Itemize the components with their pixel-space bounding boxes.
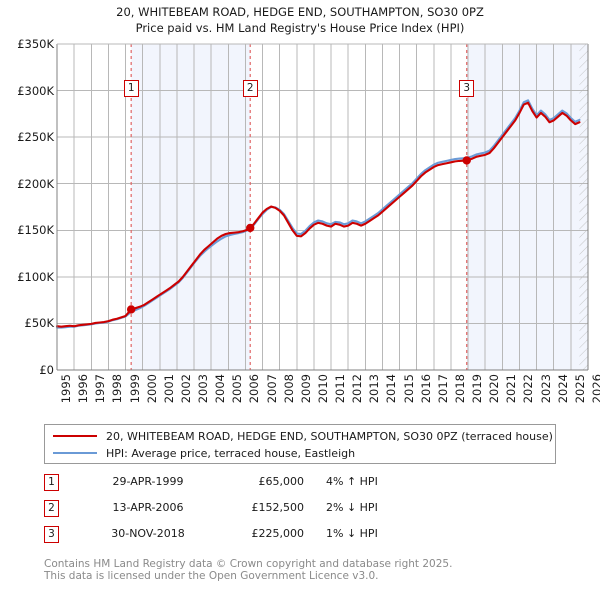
transaction-index-badge: 3 xyxy=(44,526,59,543)
x-tick-label: 2008 xyxy=(281,374,296,404)
title-line-address: 20, WHITEBEAM ROAD, HEDGE END, SOUTHAMPT… xyxy=(116,5,484,19)
legend-label-hpi: HPI: Average price, terraced house, East… xyxy=(106,446,356,460)
legend-label-property: 20, WHITEBEAM ROAD, HEDGE END, SOUTHAMPT… xyxy=(106,429,553,443)
x-tick-label: 2025 xyxy=(572,374,587,404)
x-tick-label: 1995 xyxy=(59,374,73,404)
transaction-hpi-delta: 2% ↓ HPI xyxy=(326,501,378,514)
y-tick-label: £100K xyxy=(17,269,54,284)
transaction-dots xyxy=(126,156,471,314)
event-flag-3[interactable]: 3 xyxy=(459,80,475,97)
y-axis-labels: £0 £50K £100K £150K £200K £250K £300K £350K xyxy=(0,36,55,377)
x-tick-label: 1998 xyxy=(110,374,125,404)
transaction-row[interactable]: 2 13-APR-2006 £152,500 2% ↓ HPI xyxy=(44,498,444,524)
y-tick-label: £200K xyxy=(17,176,54,191)
x-tick-label: 2004 xyxy=(213,374,228,404)
x-tick-label: 2005 xyxy=(230,374,245,404)
x-tick-label: 2020 xyxy=(487,374,502,404)
x-tick-label: 2000 xyxy=(144,374,159,404)
x-tick-label: 2022 xyxy=(521,374,536,404)
x-tick-label: 2003 xyxy=(196,374,211,404)
transaction-date: 29-APR-1999 xyxy=(112,475,184,488)
transaction-price: £225,000 xyxy=(251,527,305,540)
x-tick-label: 2010 xyxy=(315,374,330,404)
x-tick-label: 2001 xyxy=(161,374,176,404)
footer-line-copyright: Contains HM Land Registry data © Crown c… xyxy=(44,558,453,570)
title-line-subtitle: Price paid vs. HM Land Registry's House … xyxy=(135,21,465,35)
x-tick-label: 2009 xyxy=(298,374,313,404)
transaction-row[interactable]: 1 29-APR-1999 £65,000 4% ↑ HPI xyxy=(44,472,444,498)
x-tick-label: 1999 xyxy=(127,374,142,404)
event-flag-1[interactable]: 1 xyxy=(123,80,139,97)
x-tick-label: 2012 xyxy=(350,374,365,404)
x-tick-label: 2017 xyxy=(435,374,450,404)
transactions-table: 1 29-APR-1999 £65,000 4% ↑ HPI 2 13-APR-2006 £… xyxy=(44,472,444,550)
legend-entry-hpi: HPI: Average price, terraced house, East… xyxy=(53,444,355,462)
footer-line-licence: This data is licensed under the Open Gov… xyxy=(44,570,379,582)
x-tick-label: 2015 xyxy=(401,374,416,404)
projected-period-hatch xyxy=(579,44,588,370)
x-tick-label: 1996 xyxy=(76,374,91,404)
x-tick-label: 2013 xyxy=(367,374,382,404)
y-tick-label: £50K xyxy=(24,316,55,331)
transaction-row[interactable]: 3 30-NOV-2018 £225,000 1% ↓ HPI xyxy=(44,524,444,550)
transaction-price: £152,500 xyxy=(251,501,305,514)
x-tick-label: 2023 xyxy=(538,374,553,404)
x-axis-labels: 1995 1996 1997 1998 1999 2000 2001 2002 2003 2004… xyxy=(0,374,600,418)
transaction-date: 13-APR-2006 xyxy=(112,501,184,514)
x-tick-label: 2007 xyxy=(264,374,279,404)
footer-attribution: Contains HM Land Registry data © Crown c… xyxy=(44,558,584,582)
x-tick-label: 2018 xyxy=(452,374,467,404)
transaction-index-badge: 2 xyxy=(44,500,59,517)
transaction-price: £65,000 xyxy=(258,475,305,488)
transaction-hpi-delta: 4% ↑ HPI xyxy=(326,475,378,488)
page-title: 20, WHITEBEAM ROAD, HEDGE END, SOUTHAMPT… xyxy=(0,4,600,36)
x-tick-label: 2026 xyxy=(590,374,600,404)
transaction-index-badge: 1 xyxy=(44,474,59,491)
x-tick-label: 2002 xyxy=(178,374,193,404)
x-tick-label: 2006 xyxy=(247,374,262,404)
price-history-line-chart xyxy=(55,43,589,371)
chart-plot-area: 1 2 3 xyxy=(0,36,600,376)
event-flag-2[interactable]: 2 xyxy=(242,80,258,97)
y-tick-label: £150K xyxy=(17,223,54,238)
x-tick-label: 1997 xyxy=(93,374,108,404)
x-tick-label: 2024 xyxy=(555,374,570,404)
transaction-hpi-delta: 1% ↓ HPI xyxy=(326,527,378,540)
y-tick-label: £0 xyxy=(39,363,54,377)
transaction-date: 30-NOV-2018 xyxy=(111,527,185,540)
y-tick-label: £350K xyxy=(17,37,54,51)
x-tick-label: 2011 xyxy=(333,374,348,404)
legend-swatch-property xyxy=(53,435,97,437)
y-tick-label: £300K xyxy=(17,83,54,98)
y-tick-label: £250K xyxy=(17,130,54,145)
axis-frame xyxy=(56,43,589,371)
x-tick-label: 2021 xyxy=(504,374,519,404)
x-tick-label: 2019 xyxy=(470,374,485,404)
x-tick-label: 2014 xyxy=(384,374,399,404)
shaded-period-bands xyxy=(131,44,588,370)
legend-entry-property: 20, WHITEBEAM ROAD, HEDGE END, SOUTHAMPT… xyxy=(53,427,553,445)
grid-lines xyxy=(56,43,589,371)
event-marker-lines xyxy=(130,44,468,370)
x-tick-label: 2016 xyxy=(418,374,433,404)
series-lines xyxy=(55,99,581,329)
chart-legend: 20, WHITEBEAM ROAD, HEDGE END, SOUTHAMPT… xyxy=(44,424,556,464)
legend-swatch-hpi xyxy=(53,452,97,454)
